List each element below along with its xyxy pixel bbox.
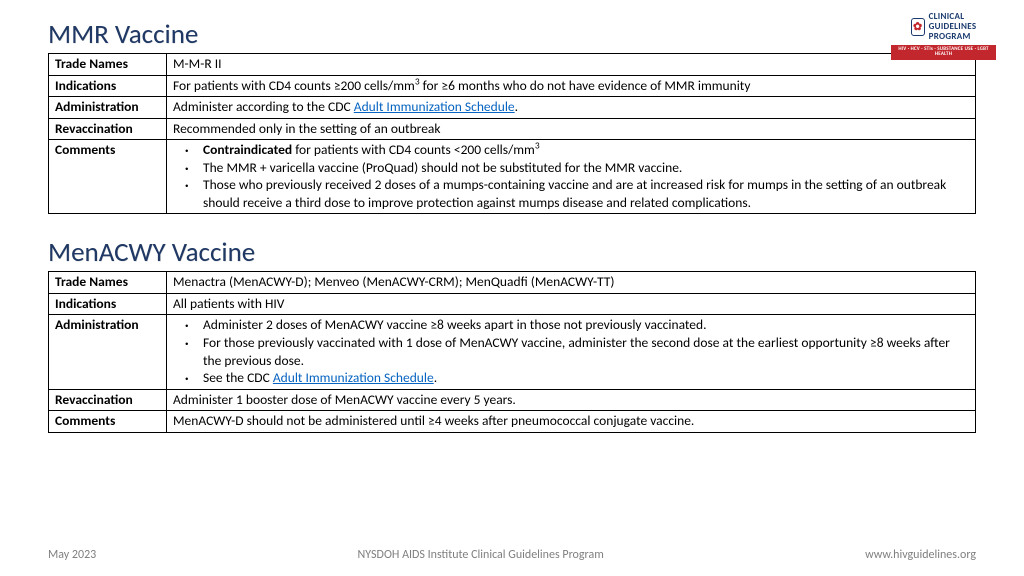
row-value: Contraindicated for patients with CD4 co… [167,140,976,214]
row-value: Administer 1 booster dose of MenACWY vac… [167,389,976,411]
menacwy-table: Trade Names Menactra (MenACWY-D); Menveo… [48,271,976,432]
footer-org: NYSDOH AIDS Institute Clinical Guideline… [358,548,604,562]
mmr-table: Trade Names M-M-R II Indications For pat… [48,53,976,214]
row-label: Comments [49,140,167,214]
table-row: Administration Administer 2 doses of Men… [49,315,976,389]
row-value: Administer according to the CDC Adult Im… [167,97,976,119]
cdc-schedule-link[interactable]: Adult Immunization Schedule [354,98,515,115]
row-value: Recommended only in the setting of an ou… [167,118,976,140]
table-row: Revaccination Recommended only in the se… [49,118,976,140]
table-row: Administration Administer according to t… [49,97,976,119]
table-row: Comments Contraindicated for patients wi… [49,140,976,214]
table-row: Trade Names Menactra (MenACWY-D); Menveo… [49,272,976,294]
row-value: For patients with CD4 counts ≥200 cells/… [167,75,976,97]
logo-bar: HIV · HCV · STIs · SUBSTANCE USE · LGBT … [891,45,996,60]
footer-date: May 2023 [48,548,96,562]
row-value: Menactra (MenACWY-D); Menveo (MenACWY-CR… [167,272,976,294]
cdc-schedule-link[interactable]: Adult Immunization Schedule [273,369,434,386]
row-value: All patients with HIV [167,293,976,315]
row-label: Trade Names [49,272,167,294]
list-item: The MMR + varicella vaccine (ProQuad) sh… [191,159,969,177]
table-row: Trade Names M-M-R II [49,54,976,76]
row-value: MenACWY-D should not be administered unt… [167,411,976,433]
row-label: Trade Names [49,54,167,76]
list-item: Those who previously received 2 doses of… [191,176,969,211]
row-value: Administer 2 doses of MenACWY vaccine ≥8… [167,315,976,389]
list-item: See the CDC Adult Immunization Schedule. [191,369,969,387]
list-item: For those previously vaccinated with 1 d… [191,334,969,369]
table-row: Revaccination Administer 1 booster dose … [49,389,976,411]
row-value: M-M-R II [167,54,976,76]
section2-title: MenACWY Vaccine [48,236,976,269]
logo-line3: PROGRAM [929,32,977,42]
ribbon-icon: ✿ [911,18,925,36]
list-item: Contraindicated for patients with CD4 co… [191,141,969,159]
program-logo: ✿ CLINICAL GUIDELINES PROGRAM HIV · HCV … [891,12,996,60]
table-row: Comments MenACWY-D should not be adminis… [49,411,976,433]
row-label: Indications [49,293,167,315]
row-label: Revaccination [49,389,167,411]
row-label: Administration [49,97,167,119]
footer-url: www.hivguidelines.org [865,548,976,562]
row-label: Administration [49,315,167,389]
section1-title: MMR Vaccine [48,18,976,51]
list-item: Administer 2 doses of MenACWY vaccine ≥8… [191,316,969,334]
row-label: Indications [49,75,167,97]
table-row: Indications For patients with CD4 counts… [49,75,976,97]
table-row: Indications All patients with HIV [49,293,976,315]
row-label: Comments [49,411,167,433]
page-footer: May 2023 NYSDOH AIDS Institute Clinical … [48,548,976,562]
row-label: Revaccination [49,118,167,140]
